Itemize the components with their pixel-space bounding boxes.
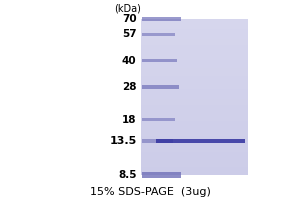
Bar [141, 108, 248, 111]
Bar [142, 172, 181, 178]
Bar [141, 128, 248, 130]
Bar [141, 52, 248, 54]
Bar [141, 95, 248, 97]
Bar [141, 23, 248, 25]
Bar [142, 33, 175, 36]
Bar [141, 79, 248, 82]
Bar [141, 149, 248, 152]
Bar [141, 130, 248, 132]
Bar [141, 103, 248, 105]
Bar [141, 169, 248, 171]
Bar [141, 67, 248, 70]
Bar [141, 153, 248, 156]
Bar [141, 161, 248, 164]
Bar [142, 59, 177, 62]
Bar [141, 34, 248, 37]
Bar [141, 145, 248, 148]
Bar [141, 64, 248, 66]
Bar [141, 159, 248, 162]
Bar [141, 136, 248, 138]
Bar [142, 118, 175, 121]
Bar [141, 101, 248, 103]
Bar [141, 60, 248, 62]
Text: 57: 57 [122, 29, 136, 39]
Bar [142, 139, 173, 143]
Text: 15% SDS-PAGE  (3ug): 15% SDS-PAGE (3ug) [90, 187, 210, 197]
Bar [141, 134, 248, 136]
Bar [141, 124, 248, 126]
Bar [141, 114, 248, 117]
Bar [141, 46, 248, 49]
Bar [141, 106, 248, 109]
Text: 28: 28 [122, 82, 136, 92]
Bar [141, 118, 248, 121]
Bar [141, 50, 248, 52]
Bar [141, 73, 248, 76]
Bar [141, 75, 248, 78]
Text: 18: 18 [122, 115, 136, 125]
Bar [141, 77, 248, 80]
Bar [141, 167, 248, 169]
Bar [141, 21, 248, 23]
Bar [141, 81, 248, 84]
Bar [141, 116, 248, 119]
Bar [141, 112, 248, 115]
Text: 40: 40 [122, 56, 136, 66]
Bar [141, 138, 248, 140]
Bar [141, 71, 248, 74]
Bar [141, 171, 248, 173]
Bar [156, 139, 245, 143]
Bar [141, 40, 248, 43]
Bar [141, 89, 248, 91]
Bar [141, 44, 248, 47]
Bar [141, 36, 248, 39]
Bar [141, 38, 248, 41]
Bar [141, 151, 248, 154]
Bar [142, 85, 179, 89]
Bar [141, 143, 248, 146]
Bar [141, 54, 248, 56]
Bar [141, 87, 248, 89]
Bar [141, 91, 248, 93]
Text: (kDa): (kDa) [114, 3, 141, 13]
Bar [141, 30, 248, 33]
Bar [141, 25, 248, 27]
Bar [141, 62, 248, 64]
Bar [141, 69, 248, 72]
Text: 8.5: 8.5 [118, 170, 136, 180]
Bar [141, 141, 248, 144]
Bar [141, 140, 248, 142]
Bar [141, 99, 248, 101]
Bar [141, 110, 248, 113]
Bar [141, 28, 248, 31]
Bar [141, 19, 248, 21]
Text: 70: 70 [122, 14, 136, 24]
Bar [141, 132, 248, 134]
Bar [142, 17, 181, 21]
Bar [141, 147, 248, 150]
Bar [141, 58, 248, 60]
Bar [141, 122, 248, 125]
Bar [141, 104, 248, 107]
Bar [141, 65, 248, 68]
Bar [141, 83, 248, 86]
Bar [141, 48, 248, 50]
Bar [141, 173, 248, 175]
Bar [141, 157, 248, 160]
Text: 13.5: 13.5 [110, 136, 136, 146]
Bar [141, 42, 248, 45]
Bar [141, 165, 248, 167]
Bar [141, 93, 248, 95]
Bar [141, 85, 248, 88]
Bar [141, 26, 248, 29]
Bar [141, 120, 248, 123]
Bar [141, 126, 248, 128]
Bar [141, 32, 248, 35]
Bar [141, 163, 248, 165]
Bar [141, 97, 248, 99]
Bar [141, 155, 248, 158]
Bar [141, 56, 248, 58]
